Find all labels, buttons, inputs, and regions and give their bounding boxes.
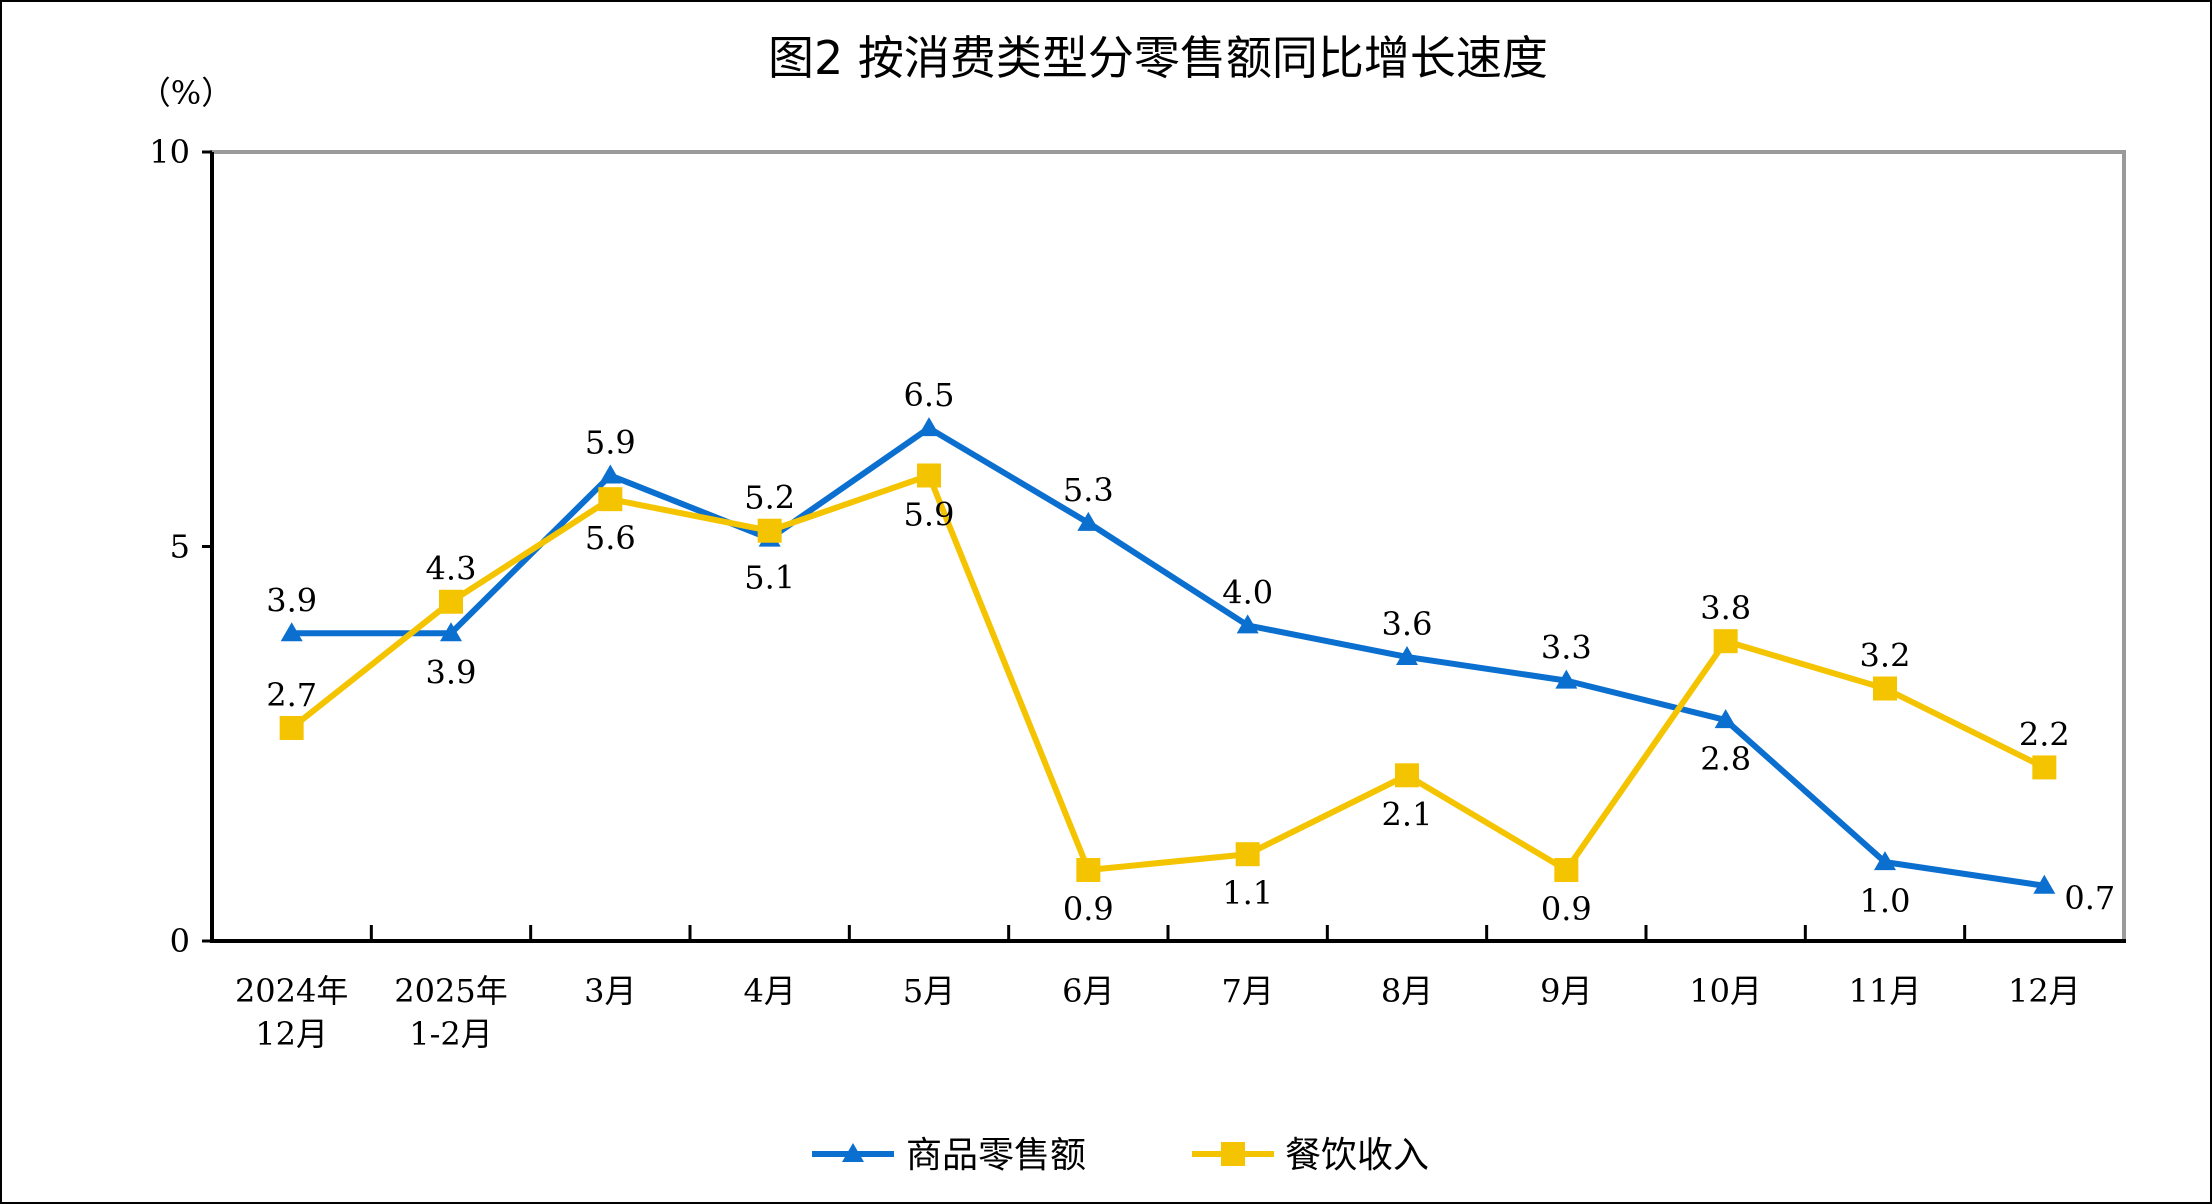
catering-point bbox=[1873, 676, 1897, 701]
x-tick-label: 2025年 bbox=[394, 972, 507, 1010]
catering-point bbox=[917, 463, 941, 488]
retail-point bbox=[2033, 874, 2056, 894]
retail-point bbox=[1555, 669, 1578, 689]
x-tick-label: 11月 bbox=[1849, 972, 1922, 1010]
chart-title: 图2 按消费类型分零售额同比增长速度 bbox=[768, 31, 1548, 85]
x-tick-label: 7月 bbox=[1221, 972, 1273, 1010]
catering-data-label: 5.9 bbox=[904, 495, 955, 533]
catering-data-label: 3.2 bbox=[1860, 637, 1911, 675]
catering-point bbox=[2032, 755, 2057, 780]
retail-point bbox=[440, 622, 462, 642]
retail-data-label: 3.9 bbox=[266, 581, 317, 619]
series-line-retail bbox=[291, 425, 2045, 889]
y-tick-label: 0 bbox=[170, 922, 190, 960]
retail-point bbox=[1396, 645, 1418, 665]
x-tick-label: 12月 bbox=[255, 1015, 328, 1053]
x-tick-label: 5月 bbox=[903, 972, 955, 1010]
retail-data-label: 5.3 bbox=[1063, 471, 1114, 509]
y-tick-label: 10 bbox=[149, 133, 190, 171]
catering-data-label: 5.6 bbox=[585, 519, 636, 557]
retail-data-label: 3.6 bbox=[1382, 605, 1433, 643]
retail-data-label: 4.0 bbox=[1222, 573, 1273, 611]
catering-data-label: 2.7 bbox=[266, 676, 317, 714]
retail-point bbox=[280, 622, 303, 642]
series-layer bbox=[279, 417, 2057, 894]
retail-data-label: 0.7 bbox=[2064, 879, 2115, 917]
catering-point bbox=[1713, 629, 1738, 654]
legend-item-retail: 商品零售额 bbox=[812, 1135, 1086, 1176]
legend-retail-triangle-icon bbox=[842, 1143, 864, 1162]
catering-point bbox=[1395, 763, 1419, 788]
series-line-catering bbox=[289, 472, 2046, 873]
legend-item-catering: 餐饮收入 bbox=[1192, 1135, 1429, 1176]
retail-data-label: 5.9 bbox=[585, 423, 636, 461]
x-tick-label: 10月 bbox=[1689, 972, 1762, 1010]
retail-point bbox=[1077, 511, 1100, 531]
retail-point bbox=[1236, 614, 1259, 634]
retail-data-label: 6.5 bbox=[904, 376, 955, 414]
retail-data-label: 3.3 bbox=[1541, 629, 1592, 667]
catering-point bbox=[439, 589, 463, 614]
catering-point bbox=[1554, 857, 1579, 882]
retail-point bbox=[1874, 851, 1896, 871]
catering-point bbox=[279, 715, 304, 740]
x-tick-label: 3月 bbox=[584, 972, 636, 1010]
retail-point bbox=[1714, 709, 1737, 729]
y-axis: 0 5 10 bbox=[149, 133, 212, 960]
catering-data-label: 3.8 bbox=[1700, 589, 1751, 627]
legend: 商品零售额 餐饮收入 bbox=[812, 1135, 1429, 1176]
retail-data-label: 1.0 bbox=[1860, 882, 1911, 920]
retail-point bbox=[599, 464, 622, 484]
data-labels-layer: 3.9 3.9 5.9 5.1 6.5 5.3 4.0 3.6 3.3 2.8 1.0 0.7 2.7 4… bbox=[266, 376, 2115, 928]
catering-point bbox=[1235, 842, 1260, 867]
legend-catering-label: 餐饮收入 bbox=[1285, 1135, 1429, 1176]
catering-point bbox=[757, 518, 782, 543]
catering-data-label: 1.1 bbox=[1222, 874, 1273, 912]
retail-data-label: 3.9 bbox=[426, 653, 477, 691]
catering-data-label: 4.3 bbox=[426, 550, 477, 588]
legend-retail-label: 商品零售额 bbox=[906, 1135, 1086, 1176]
x-tick-label: 9月 bbox=[1540, 972, 1592, 1010]
retail-data-label: 5.1 bbox=[744, 559, 795, 597]
catering-data-label: 2.1 bbox=[1382, 795, 1433, 833]
x-tick-label: 2024年 bbox=[235, 972, 348, 1010]
catering-data-label: 0.9 bbox=[1541, 890, 1592, 928]
x-tick-label: 12月 bbox=[2008, 972, 2081, 1010]
catering-point bbox=[1076, 857, 1101, 882]
x-tick-label: 8月 bbox=[1381, 972, 1433, 1010]
x-tick-label: 4月 bbox=[743, 972, 795, 1010]
catering-data-label: 0.9 bbox=[1063, 890, 1114, 928]
x-axis: 2024年 12月 2025年 1-2月 3月 4月 5月 6月 7月 8月 9月 10月 11月 12月 bbox=[235, 925, 2081, 1053]
y-tick-label: 5 bbox=[170, 528, 190, 566]
retail-point bbox=[918, 417, 940, 437]
y-axis-unit-label: （%） bbox=[139, 74, 233, 112]
x-tick-label: 6月 bbox=[1062, 972, 1114, 1010]
retail-data-label: 2.8 bbox=[1700, 740, 1751, 778]
catering-data-label: 2.2 bbox=[2019, 715, 2070, 753]
catering-point bbox=[598, 487, 623, 512]
catering-data-label: 5.2 bbox=[744, 479, 795, 517]
x-tick-label: 1-2月 bbox=[409, 1015, 493, 1053]
legend-catering-square-icon bbox=[1221, 1142, 1245, 1166]
